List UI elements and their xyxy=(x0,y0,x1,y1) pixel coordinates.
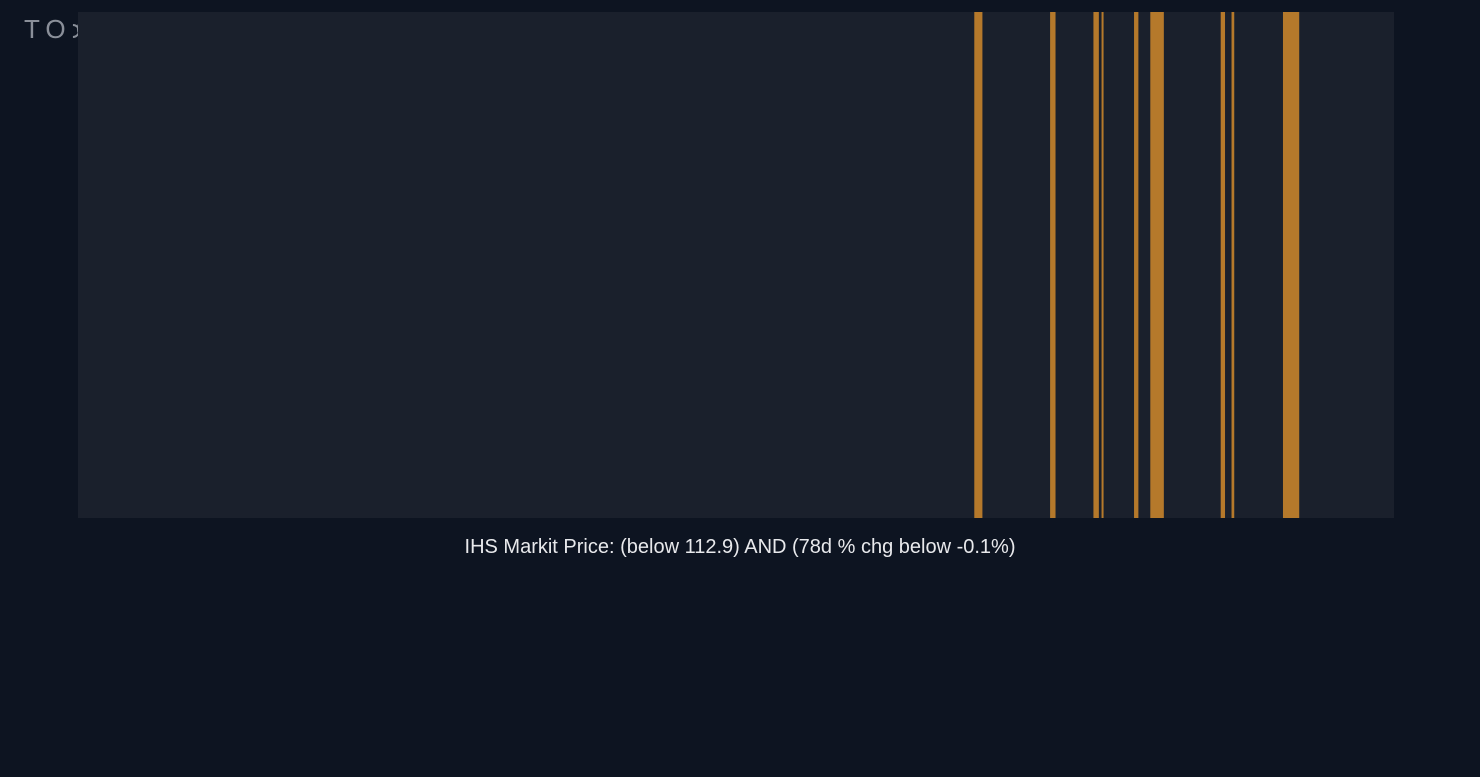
bottom-chart-title: IHS Markit Price: (below 112.9) AND (78d… xyxy=(0,536,1480,559)
bottom-chart-svg xyxy=(0,0,300,150)
